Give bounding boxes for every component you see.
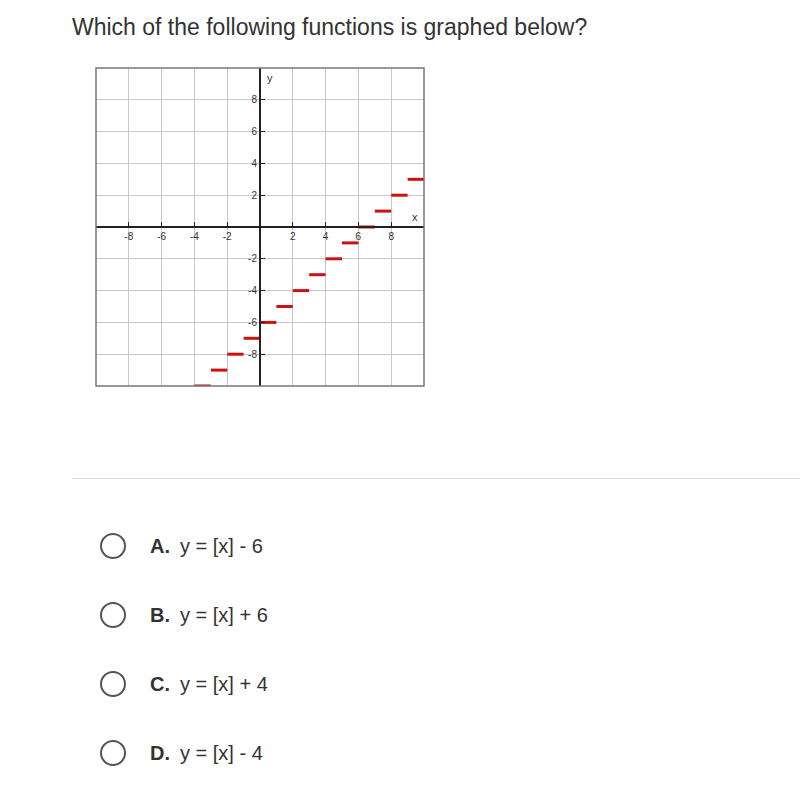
html-text:C.: C.	[150, 672, 170, 695]
html-text:D.: D.	[150, 741, 170, 764]
svg-text:-4: -4	[248, 285, 257, 296]
svg-text:-8: -8	[124, 231, 133, 242]
svg-text:-6: -6	[248, 317, 257, 328]
svg-text:2: 2	[290, 231, 296, 242]
svg-text:-2: -2	[223, 231, 232, 242]
svg-text:6: 6	[251, 126, 257, 137]
html-text:y = [x] - 4: y = [x] - 4	[180, 741, 263, 764]
svg-text:x: x	[412, 211, 418, 223]
html-text:y = [x] + 6: y = [x] + 6	[180, 603, 268, 626]
html-text:y = [x] + 4: y = [x] + 4	[180, 672, 268, 695]
html-text:B.: B.	[150, 603, 170, 626]
html-text:Which of the following functio: Which of the following functions is grap…	[72, 14, 588, 40]
svg-text:-8: -8	[248, 349, 257, 360]
svg-text:-4: -4	[190, 231, 199, 242]
svg-text:-2: -2	[248, 253, 257, 264]
svg-text:4: 4	[251, 158, 257, 169]
svg-text:y: y	[267, 72, 273, 84]
svg-text:8: 8	[251, 94, 257, 105]
html-text:A.: A.	[150, 534, 170, 557]
svg-text:8: 8	[388, 231, 394, 242]
html-text:y = [x] - 6: y = [x] - 6	[180, 534, 263, 557]
svg-text:-6: -6	[157, 231, 166, 242]
svg-text:2: 2	[251, 190, 257, 201]
svg-text:4: 4	[323, 231, 329, 242]
svg-text:6: 6	[356, 231, 362, 242]
